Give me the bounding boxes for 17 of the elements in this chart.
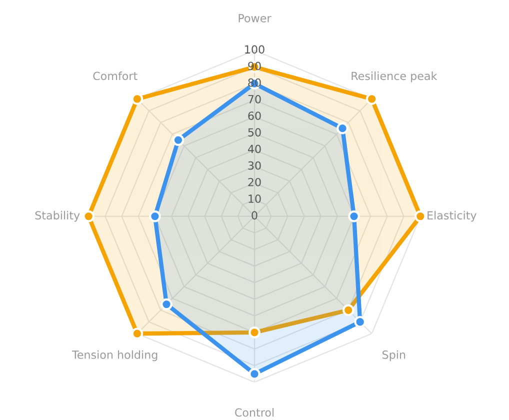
y-tick-label: 60 — [248, 112, 261, 120]
y-tick-label: 100 — [245, 45, 264, 54]
spoke-label: Tension holding — [72, 350, 158, 362]
spoke-label: Spin — [382, 350, 406, 362]
spoke-label: Comfort — [93, 72, 138, 80]
y-tick-label: 70 — [248, 94, 261, 104]
y-tick-label: 20 — [248, 178, 261, 186]
spoke-label: Stability — [35, 210, 80, 222]
y-tick-label: 10 — [248, 194, 261, 203]
spoke-label: Resilience peak — [352, 72, 438, 82]
y-tick-label: 30 — [248, 161, 261, 170]
y-tick-label: 50 — [248, 128, 261, 137]
y-tick-label: 0 — [252, 211, 258, 220]
spoke-label: Elasticity — [428, 210, 476, 222]
y-tick-label: 40 — [248, 144, 261, 154]
spoke-label: Power — [238, 14, 272, 22]
spoke-label: Control — [235, 408, 274, 417]
